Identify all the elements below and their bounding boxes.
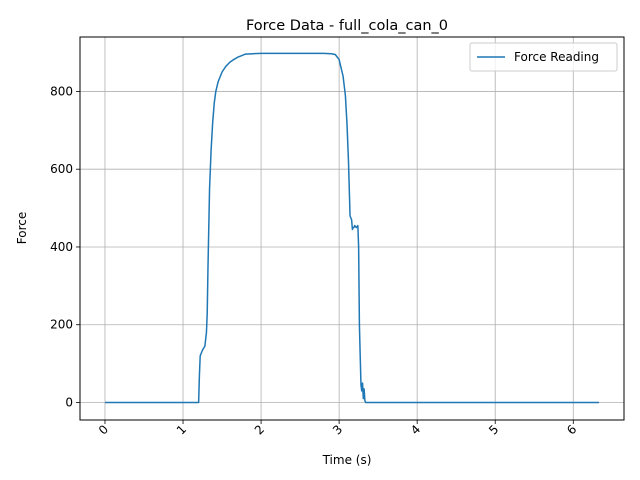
y-tick-label: 400 [50,240,73,254]
y-tick-label: 0 [65,396,73,410]
x-axis-label: Time (s) [322,453,372,467]
legend-box [469,42,618,72]
plot-frame [79,36,625,421]
legend: Force Reading [469,42,618,72]
series-line-force-reading [104,52,600,404]
y-tick-label: 800 [50,84,73,98]
legend-label-force-reading: Force Reading [514,50,599,64]
chart-title: Force Data - full_cola_can_0 [246,18,448,34]
y-tick-label: 200 [50,318,73,332]
y-tick-label: 600 [50,162,73,176]
y-axis-label: Force [15,212,29,244]
y-axis: 0 200 400 600 800 [50,84,80,410]
grid-lines [80,37,624,420]
plot-area [104,52,600,404]
